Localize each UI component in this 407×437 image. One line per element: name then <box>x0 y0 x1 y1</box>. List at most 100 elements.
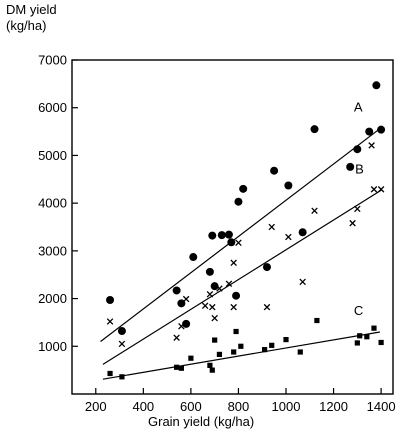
point-A-4 <box>182 319 191 328</box>
y-axis-label-line2: (kg/ha) <box>6 18 47 33</box>
x-tick-label-600: 600 <box>180 399 202 414</box>
point-C-12 <box>262 347 268 353</box>
y-tick-label-2000: 2000 <box>38 291 67 306</box>
x-tick-label-1200: 1200 <box>319 399 348 414</box>
point-C-16 <box>314 317 320 324</box>
point-C-8 <box>216 351 223 357</box>
y-tick-label-6000: 6000 <box>38 100 67 115</box>
fit-line-A <box>100 128 381 342</box>
plot-frame <box>71 59 394 395</box>
y-tick-label-4000: 4000 <box>38 196 67 211</box>
point-A-9 <box>217 231 226 240</box>
point-A-21 <box>353 145 362 154</box>
point-C-20 <box>371 325 377 331</box>
fit-lines <box>100 128 382 380</box>
point-A-13 <box>234 197 243 206</box>
point-B-19 <box>349 219 356 227</box>
point-A-5 <box>189 253 198 262</box>
point-C-11 <box>238 343 244 349</box>
point-B-22 <box>370 186 378 193</box>
point-B-3 <box>178 322 185 330</box>
point-B-10 <box>225 280 233 288</box>
point-B-11 <box>230 259 237 267</box>
point-A-1 <box>117 327 126 336</box>
series-label-B: B <box>355 161 364 176</box>
point-B-16 <box>285 233 292 241</box>
point-C-6 <box>209 367 215 373</box>
point-C-9 <box>231 349 237 355</box>
point-C-5 <box>207 362 213 368</box>
y-tick-label-1000: 1000 <box>38 339 67 354</box>
point-A-24 <box>377 125 386 134</box>
point-B-17 <box>299 278 306 286</box>
y-tick-label-3000: 3000 <box>38 243 67 258</box>
point-C-21 <box>378 339 384 346</box>
point-A-18 <box>298 228 307 237</box>
point-B-0 <box>106 318 114 325</box>
x-tick-label-400: 400 <box>132 399 154 414</box>
point-B-20 <box>354 205 361 213</box>
point-B-9 <box>216 285 223 292</box>
point-C-7 <box>212 337 218 343</box>
point-B-12 <box>230 303 237 311</box>
point-A-20 <box>346 162 355 171</box>
point-B-13 <box>235 239 242 247</box>
point-C-4 <box>188 355 194 361</box>
point-A-14 <box>239 184 248 193</box>
point-A-10 <box>224 230 233 239</box>
fit-line-C <box>102 331 381 380</box>
y-tick-label-5000: 5000 <box>38 148 67 163</box>
point-A-15 <box>262 263 271 272</box>
point-B-21 <box>368 142 375 149</box>
point-C-17 <box>354 340 360 346</box>
point-A-19 <box>310 125 319 134</box>
point-C-18 <box>357 333 363 339</box>
x-axis-label: Grain yield (kg/ha) <box>148 414 255 429</box>
point-A-0 <box>106 296 115 305</box>
point-A-6 <box>205 267 214 276</box>
point-C-14 <box>283 337 289 343</box>
point-A-16 <box>270 166 279 175</box>
point-C-0 <box>107 370 113 377</box>
series-label-A: A <box>354 100 363 115</box>
point-C-1 <box>119 374 125 380</box>
point-B-23 <box>377 186 385 193</box>
point-A-8 <box>210 282 219 291</box>
y-tick-label-7000: 7000 <box>38 53 67 68</box>
x-tick-label-1000: 1000 <box>272 399 301 414</box>
fit-line-B <box>102 189 382 365</box>
point-C-10 <box>233 328 239 335</box>
series-label-C: C <box>354 303 363 318</box>
point-B-18 <box>311 207 318 215</box>
point-A-23 <box>372 81 381 90</box>
point-A-2 <box>172 286 181 295</box>
x-axis: 200 400 600 800 1000 1200 1400 <box>85 388 396 414</box>
point-B-4 <box>182 295 190 303</box>
point-A-17 <box>284 181 293 190</box>
series-labels: A B C <box>354 100 364 318</box>
point-B-6 <box>206 291 214 298</box>
y-axis: 1000 2000 3000 4000 5000 6000 7000 <box>38 53 78 354</box>
point-C-13 <box>269 342 275 348</box>
point-B-5 <box>201 302 209 309</box>
y-axis-label-line1: DM yield <box>6 2 57 17</box>
x-tick-label-800: 800 <box>228 399 250 414</box>
point-A-12 <box>232 291 241 300</box>
point-C-2 <box>174 364 180 370</box>
point-C-15 <box>297 349 303 355</box>
x-tick-label-200: 200 <box>85 399 107 414</box>
point-A-22 <box>365 127 374 136</box>
point-B-8 <box>211 314 218 322</box>
point-B-15 <box>268 223 275 231</box>
point-B-1 <box>118 340 126 348</box>
point-C-19 <box>364 334 370 340</box>
point-C-3 <box>178 365 184 371</box>
data-points <box>106 81 386 380</box>
point-B-14 <box>263 303 271 311</box>
point-B-7 <box>209 303 216 311</box>
point-B-2 <box>173 334 180 341</box>
point-A-7 <box>208 231 217 240</box>
x-tick-label-1400: 1400 <box>367 399 396 414</box>
point-A-11 <box>227 238 236 247</box>
